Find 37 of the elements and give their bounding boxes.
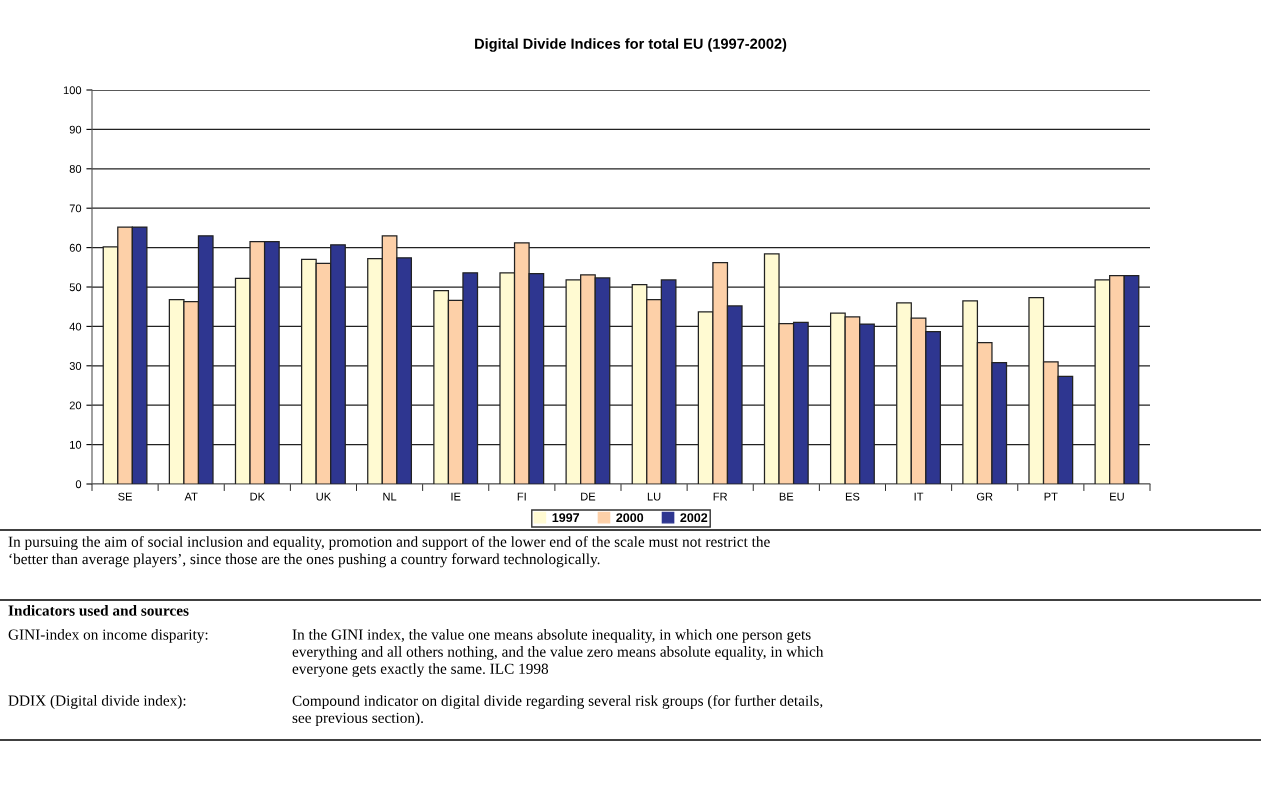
- x-tick-label: DE: [581, 492, 596, 501]
- x-tick-label: LU: [647, 492, 661, 501]
- y-tick-label: 70: [69, 204, 82, 213]
- text: Indicators used and sources: [8, 605, 189, 616]
- text: DDIX (Digital divide index):: [8, 695, 186, 709]
- text: Compound indicator on digital divide regarding several risk groups (for further details, see previous section).: [292, 695, 823, 727]
- x-tick-label: AT: [184, 492, 198, 501]
- legend-label: 2000: [616, 513, 644, 523]
- x-tick-label: SE: [118, 492, 132, 501]
- y-tick-label: 50: [69, 283, 82, 292]
- y-tick-label: 10: [70, 440, 82, 449]
- x-tick-label: IT: [914, 492, 924, 501]
- x-tick-label: EU: [1110, 492, 1124, 501]
- legend-label: 2002: [680, 513, 708, 523]
- y-tick-label: 30: [69, 362, 82, 370]
- y-tick-label: 90: [69, 125, 82, 134]
- legend-label: 1997: [552, 513, 580, 523]
- y-tick-label: 20: [69, 401, 82, 410]
- x-tick-label: FR: [713, 492, 728, 501]
- text: GINI-index on income disparity:: [8, 629, 208, 643]
- x-tick-label: UK: [316, 492, 332, 501]
- y-tick-label: 0: [75, 480, 82, 489]
- x-tick-label: FI: [517, 492, 526, 501]
- y-tick-label: 80: [69, 165, 82, 173]
- x-tick-label: GR: [976, 492, 993, 501]
- chart-title: Digital Divide Indices for total EU (1997-2002): [475, 38, 787, 52]
- x-tick-label: IE: [451, 492, 461, 501]
- text: In pursuing the aim of social inclusion and equality, promotion and support of the lower end of the scale must not restrict the ‘better than average players’, since those are the ones pushing a country forward technologically.: [8, 536, 770, 568]
- x-tick-label: BE: [779, 492, 794, 501]
- text: In the GINI index, the value one means absolute inequality, in which one person gets everything and all others nothing, and the value zero means absolute equality, in which everyone gets exactly the same. ILC 1998: [292, 629, 824, 678]
- y-tick-label: 60: [69, 243, 82, 252]
- y-tick-label: 40: [69, 322, 82, 331]
- x-tick-label: ES: [845, 492, 860, 501]
- x-tick-label: NL: [383, 492, 397, 501]
- x-tick-label: PT: [1044, 492, 1058, 501]
- y-tick-label: 100: [63, 86, 82, 95]
- x-tick-label: DK: [250, 492, 265, 501]
